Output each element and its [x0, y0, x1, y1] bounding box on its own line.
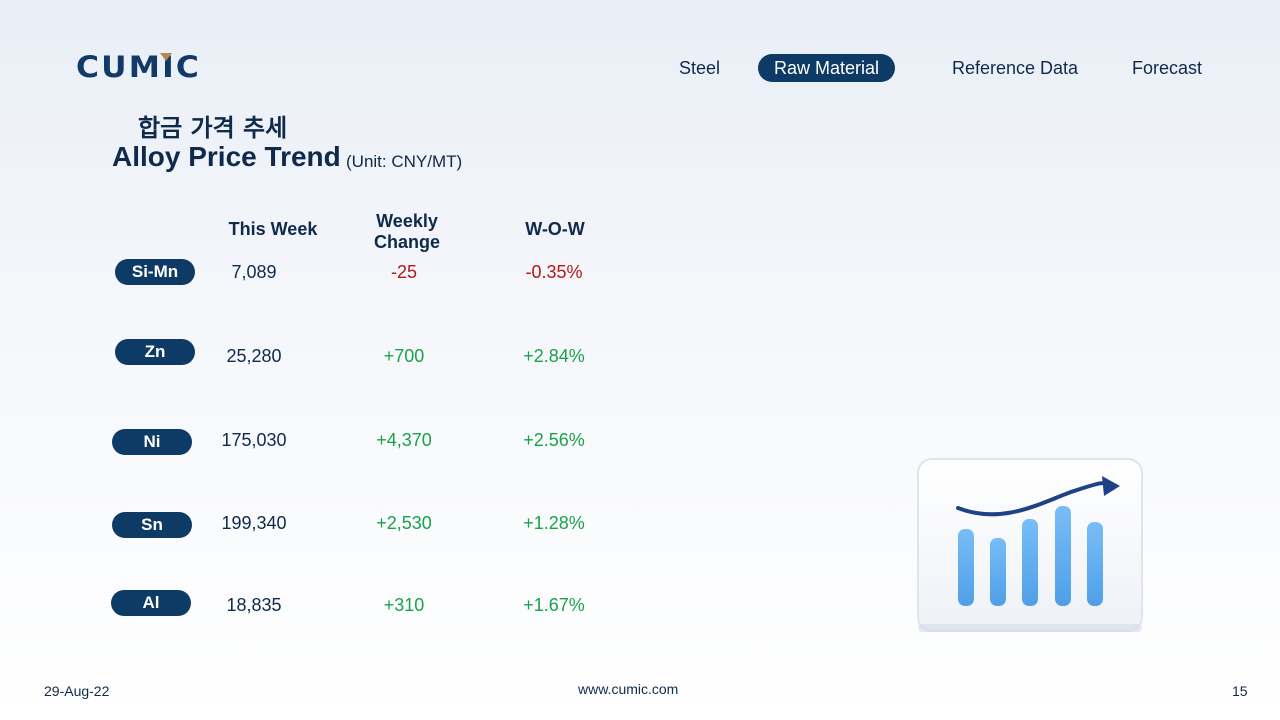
weekly-change-value: +2,530: [376, 513, 432, 533]
this-week-value: 25,280: [226, 346, 282, 366]
nav-reference-data[interactable]: Reference Data: [952, 58, 1079, 78]
nav-raw-material[interactable]: Raw Material: [758, 54, 896, 82]
column-header-wow: W-O-W: [525, 219, 585, 239]
metal-label: Sn: [112, 512, 192, 538]
unit-label: (Unit: CNY/MT): [346, 152, 463, 171]
this-week-value: 7,089: [231, 262, 277, 282]
column-header-weekly-change: Weekly Change: [373, 211, 440, 252]
table-row: Al 18,835 +310 +1.67%: [0, 590, 700, 620]
metal-label: Zn: [115, 339, 195, 365]
logo-accent-icon: [160, 53, 172, 61]
weekly-change-value: +4,370: [376, 430, 432, 450]
wow-value: -0.35%: [525, 262, 583, 282]
nav-forecast[interactable]: Forecast: [1132, 58, 1203, 78]
metal-label: Si-Mn: [115, 259, 195, 285]
wow-value: +1.28%: [523, 513, 585, 533]
weekly-change-value: -25: [390, 262, 417, 282]
logo-text: CUMIC: [76, 50, 202, 84]
nav-steel[interactable]: Steel: [679, 58, 721, 78]
footer-website[interactable]: www.cumic.com: [578, 681, 679, 697]
table-row: Sn 199,340 +2,530 +1.28%: [0, 510, 700, 540]
this-week-value: 18,835: [226, 595, 282, 615]
top-nav: Steel Raw Material Reference Data Foreca…: [660, 53, 1220, 83]
footer-date: 29-Aug-22: [44, 683, 110, 699]
weekly-change-value: +310: [383, 595, 425, 615]
column-header-this-week: This Week: [228, 219, 318, 239]
wow-value: +2.56%: [523, 430, 585, 450]
metal-label: Ni: [112, 429, 192, 455]
table-row: Zn 25,280 +700 +2.84%: [0, 339, 700, 369]
wow-value: +2.84%: [523, 346, 585, 366]
brand-logo: CUMIC: [76, 52, 206, 82]
this-week-value: 199,340: [221, 513, 287, 533]
growth-chart-icon: [914, 456, 1146, 636]
wow-value: +1.67%: [523, 595, 585, 615]
weekly-change-value: +700: [383, 346, 425, 366]
table-row: Ni 175,030 +4,370 +2.56%: [0, 427, 700, 457]
page-number: 15: [1232, 683, 1248, 699]
metal-label: Al: [111, 590, 191, 616]
table-row: Si-Mn 7,089 -25 -0.35%: [0, 259, 700, 289]
page-title-korean: 합금 가격 추세: [138, 114, 288, 142]
page-title: Alloy Price Trend: [112, 141, 341, 172]
this-week-value: 175,030: [221, 430, 287, 450]
